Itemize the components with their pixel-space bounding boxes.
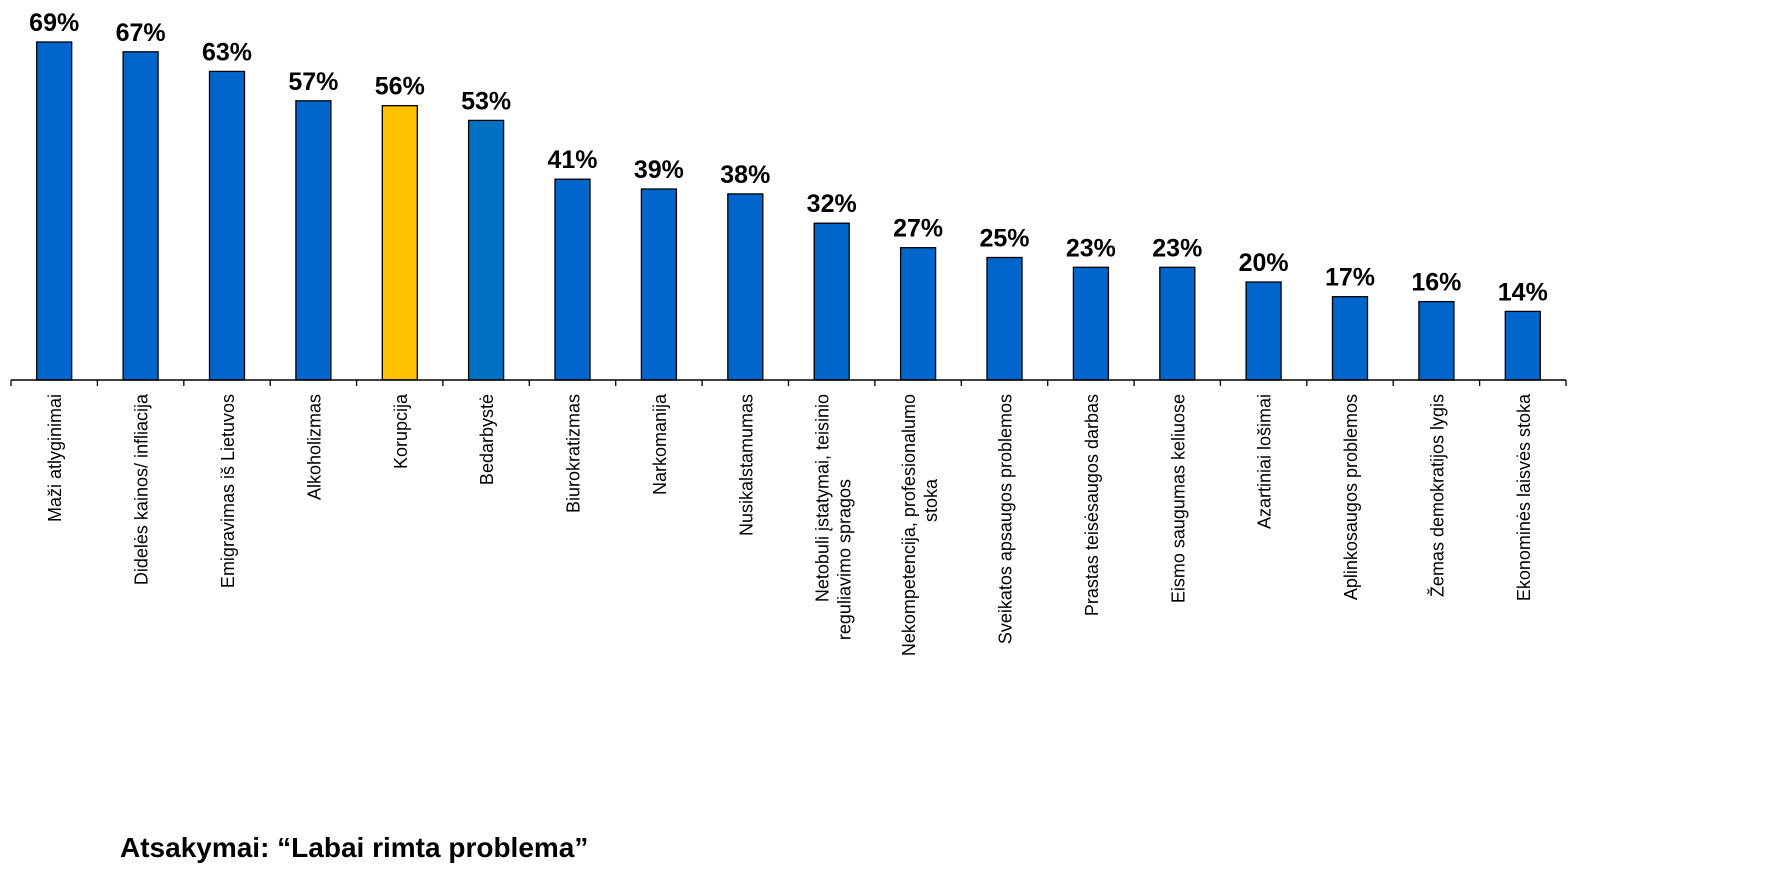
bar-8 <box>640 188 678 381</box>
bar-14 <box>1159 266 1196 381</box>
bar-7 <box>554 178 591 381</box>
value-label-9: 38% <box>720 161 770 189</box>
bar-18 <box>1504 310 1541 381</box>
value-label-13: 23% <box>1066 234 1116 262</box>
category-label-14: Eismo saugumas keliuose <box>1168 394 1188 603</box>
category-label-8: Narkomanija <box>650 393 670 495</box>
value-label-3: 63% <box>202 38 252 66</box>
value-label-7: 41% <box>547 146 597 174</box>
category-labels-group: Maži atlyginimai Didelės kainos/ infliaci… <box>45 393 1534 656</box>
category-label-15: Azartiniai lošimai <box>1255 394 1275 529</box>
category-label-18: Ekonominės laisvės stoka <box>1514 393 1534 601</box>
category-label-2: Didelės kainos/ infliacija <box>132 393 152 585</box>
value-label-16: 17% <box>1325 264 1375 292</box>
bar-9 <box>727 193 764 381</box>
category-label-1: Maži atlyginimai <box>45 394 65 522</box>
bar-15 <box>1245 281 1282 381</box>
value-label-1: 69% <box>29 9 79 37</box>
value-label-17: 16% <box>1411 269 1461 297</box>
value-labels-group: 69% 67% 63% 57% 56% 53% 41% 39% 38% 32% 27% 25% 23% 2… <box>29 9 1548 306</box>
category-label-4: Alkoholizmas <box>304 394 324 500</box>
bar-12 <box>986 256 1023 381</box>
category-label-13: Prastas teisėsaugos darbas <box>1082 394 1102 616</box>
bar-5 <box>381 105 418 381</box>
value-label-2: 67% <box>116 19 166 47</box>
bar-13 <box>1072 266 1110 381</box>
value-label-14: 23% <box>1152 234 1202 262</box>
bar-16 <box>1331 296 1369 381</box>
value-label-4: 57% <box>288 68 338 96</box>
category-label-11: Nekompetencija, profesionalumo stoka <box>899 394 941 656</box>
value-label-11: 27% <box>893 215 943 243</box>
category-label-6: Bedarbystė <box>477 394 497 485</box>
category-label-9: Nusikalstamumas <box>736 394 756 536</box>
bar-2 <box>122 51 159 381</box>
value-label-12: 25% <box>979 225 1029 253</box>
bar-1 <box>36 41 73 381</box>
value-label-10: 32% <box>807 190 857 218</box>
category-label-17: Žemas demokratijos lygis <box>1427 394 1447 597</box>
bar-11 <box>899 247 937 381</box>
bar-4 <box>295 100 332 381</box>
value-label-6: 53% <box>461 87 511 115</box>
bars-group <box>36 41 1541 381</box>
category-label-10: Netobuli įstatymai, teisinio reguliavimo … <box>813 394 855 640</box>
value-label-8: 39% <box>634 156 684 184</box>
category-label-3: Emigravimas iš Lietuvos <box>218 394 238 588</box>
category-label-16: Aplinkosaugos problemos <box>1341 394 1361 600</box>
bar-10 <box>813 222 850 381</box>
value-label-18: 14% <box>1498 278 1548 306</box>
bar-3 <box>208 70 246 381</box>
value-label-5: 56% <box>375 73 425 101</box>
x-axis <box>10 379 1567 386</box>
category-label-7: Biurokratizmas <box>564 394 584 513</box>
bar-6 <box>467 119 505 381</box>
bar-17 <box>1418 300 1455 381</box>
category-label-5: Korupcija <box>391 393 411 469</box>
chart-annotation: Atsakymai: “Labai rimta problema” <box>120 832 589 863</box>
category-label-12: Sveikatos apsaugos problemos <box>996 394 1016 644</box>
value-label-15: 20% <box>1239 249 1289 277</box>
